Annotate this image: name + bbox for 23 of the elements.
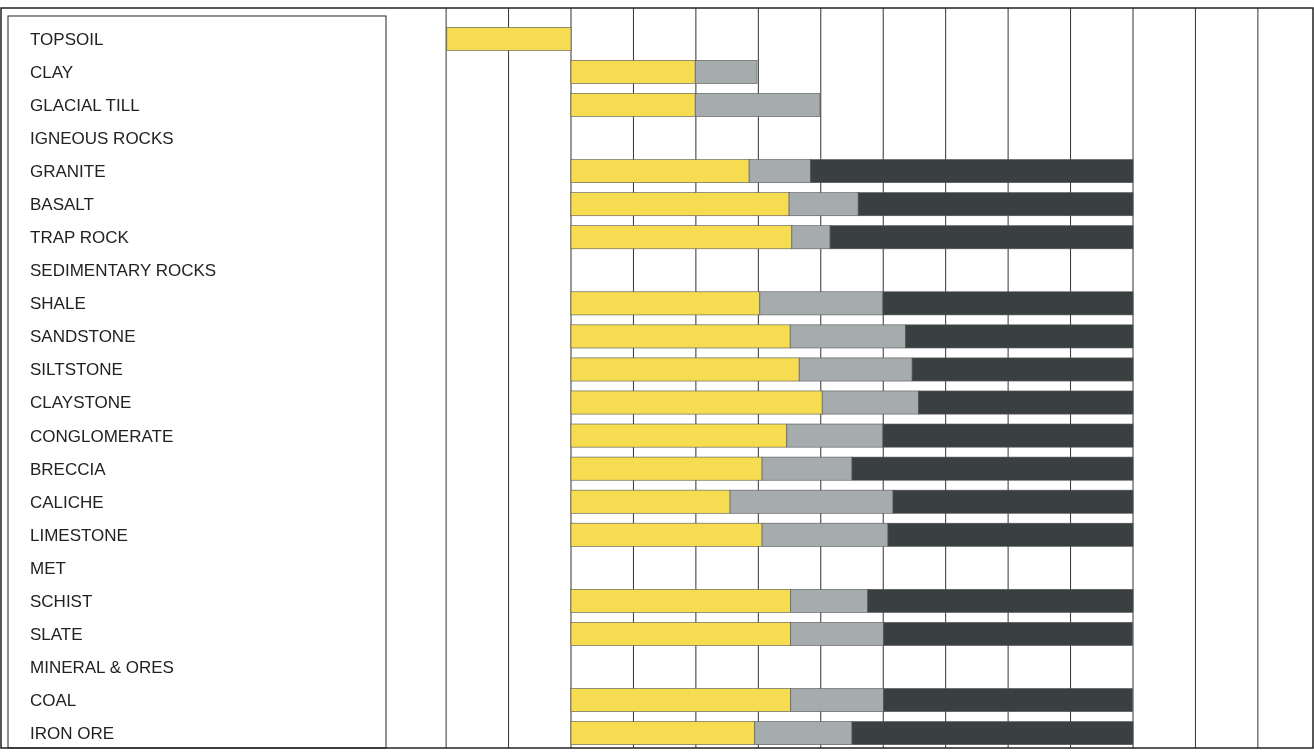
y-tick-label: MET bbox=[30, 558, 66, 578]
y-tick-label: SHALE bbox=[30, 294, 86, 314]
y-tick-label: GLACIAL TILL bbox=[30, 95, 140, 115]
bar bbox=[446, 27, 572, 51]
y-tick-label: CALICHE bbox=[30, 492, 104, 512]
y-tick-label: COAL bbox=[30, 691, 77, 711]
y-tick-label: TRAP ROCK bbox=[30, 228, 130, 248]
y-tick-label: CONGLOMERATE bbox=[30, 426, 174, 446]
y-tick-label: CLAY bbox=[30, 62, 74, 82]
y-tick-label: CLAYSTONE bbox=[30, 393, 132, 413]
y-tick-label: IRON ORE bbox=[30, 724, 115, 744]
y-tick-label: LIMESTONE bbox=[30, 525, 128, 545]
y-tick-label: SCHIST bbox=[30, 591, 93, 611]
y-tick-label: SANDSTONE bbox=[30, 327, 136, 347]
y-tick-label: MINERAL & ORES bbox=[30, 657, 174, 677]
y-tick-label: BRECCIA bbox=[30, 459, 107, 479]
y-tick-label: IGNEOUS ROCKS bbox=[30, 129, 174, 148]
y-tick-label: SLATE bbox=[30, 624, 83, 644]
y-tick-label: SILTSTONE bbox=[30, 360, 123, 380]
y-tick-label: GRANITE bbox=[30, 162, 106, 182]
y-tick-label: BASALT bbox=[30, 195, 94, 215]
y-tick-label: TOPSOIL bbox=[30, 29, 104, 49]
y-tick-label: SEDIMENTARY ROCKS bbox=[30, 261, 217, 281]
